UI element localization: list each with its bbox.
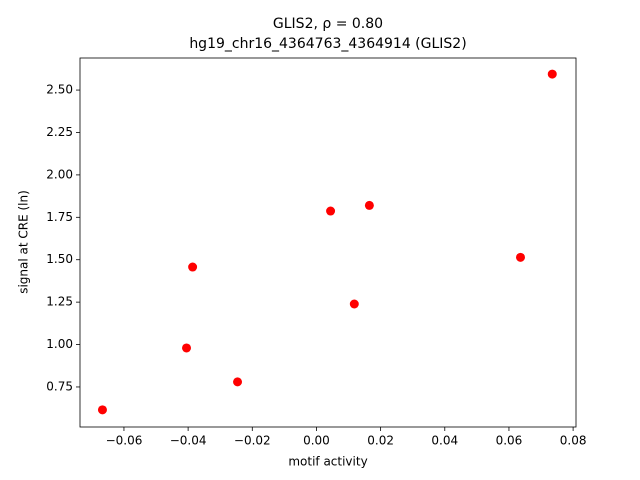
y-tick-label: 1.25 xyxy=(46,295,73,309)
point xyxy=(97,405,107,415)
x-tick-label: 0.04 xyxy=(431,434,458,448)
y-tick-label: 1.00 xyxy=(46,337,73,351)
y-tick-label: 0.75 xyxy=(46,379,73,393)
point xyxy=(349,299,359,309)
y-axis-label: signal at CRE (ln) xyxy=(17,190,31,294)
point xyxy=(515,252,525,262)
y-tick-label: 1.50 xyxy=(46,252,73,266)
x-tick-label: 0.00 xyxy=(303,434,330,448)
x-tick-label: −0.06 xyxy=(106,434,143,448)
point xyxy=(364,200,374,210)
point xyxy=(188,262,198,272)
chart-title: GLIS2, ρ = 0.80 xyxy=(273,16,383,32)
x-tick-label: −0.02 xyxy=(234,434,271,448)
x-tick-label: 0.02 xyxy=(367,434,394,448)
point xyxy=(233,377,243,387)
x-tick-label: 0.06 xyxy=(496,434,523,448)
point xyxy=(326,206,336,216)
point xyxy=(547,69,557,79)
y-tick-label: 1.75 xyxy=(46,210,73,224)
y-tick-label: 2.50 xyxy=(46,83,73,97)
plot-frame xyxy=(79,57,577,428)
chart-subtitle: hg19_chr16_4364763_4364914 (GLIS2) xyxy=(189,36,466,52)
x-tick-label: −0.04 xyxy=(170,434,207,448)
y-tick-label: 2.25 xyxy=(46,125,73,139)
x-tick-label: 0.08 xyxy=(560,434,587,448)
y-tick-label: 2.00 xyxy=(46,167,73,181)
x-axis-label: motif activity xyxy=(288,455,367,469)
point xyxy=(182,343,192,353)
